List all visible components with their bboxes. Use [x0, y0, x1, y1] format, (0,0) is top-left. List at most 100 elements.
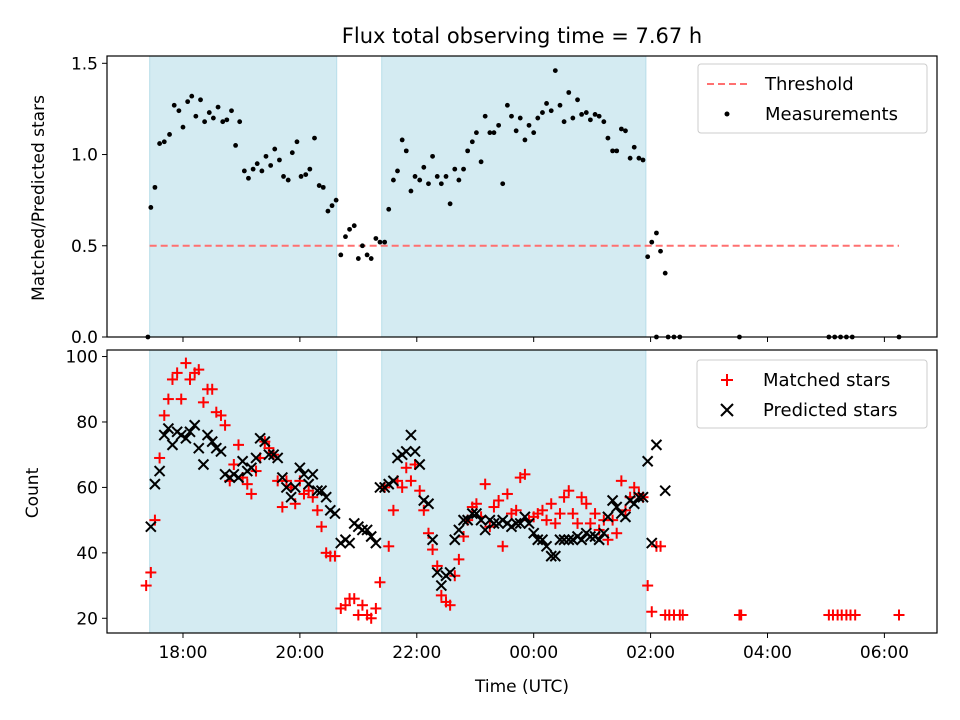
predicted-star-marker: [356, 524, 369, 536]
predicted-star-marker: [370, 537, 382, 549]
measurement-point: [263, 153, 269, 159]
measurement-point: [338, 252, 344, 258]
measurement-point: [215, 104, 221, 110]
predicted-star-marker: [361, 524, 373, 536]
matched-star-marker: [348, 593, 360, 605]
predicted-star-marker: [414, 458, 426, 471]
x-axis-label: Time (UTC): [474, 677, 569, 697]
predicted-star-marker: [479, 524, 491, 536]
predicted-star-marker: [449, 534, 461, 546]
measurement-point: [202, 119, 208, 125]
predicted-star-marker: [188, 419, 201, 431]
predicted-star-marker: [475, 514, 487, 526]
predicted-star-marker: [606, 494, 619, 507]
predicted-star-marker: [149, 478, 161, 490]
predicted-star-marker: [315, 484, 328, 497]
measurement-point: [610, 148, 615, 154]
matched-star-marker: [893, 609, 905, 621]
predicted-star-marker: [563, 534, 575, 546]
matched-star-marker: [615, 475, 627, 487]
measurement-point: [517, 115, 523, 121]
y-tick-label: 100: [66, 348, 98, 368]
measurement-point: [658, 248, 663, 254]
matched-star-marker: [501, 488, 513, 500]
measurement-point: [268, 163, 274, 168]
x-tick-label: 22:00: [392, 643, 441, 663]
measurement-point: [426, 181, 431, 187]
measurement-point: [443, 174, 449, 179]
measurement-point: [399, 137, 405, 143]
matched-star-marker: [497, 540, 509, 552]
measurement-point: [566, 90, 572, 95]
predicted-star-marker: [184, 426, 196, 438]
measurement-point: [447, 201, 453, 207]
matched-star-marker: [311, 504, 323, 516]
measurement-point: [233, 143, 238, 148]
matched-star-marker: [567, 508, 579, 520]
measurement-point: [596, 113, 602, 119]
bottom-legend-box: [696, 359, 928, 429]
matched-star-marker: [405, 475, 417, 487]
y-tick-label: 40: [76, 544, 98, 564]
measurement-point: [307, 166, 313, 172]
measurement-point: [491, 130, 497, 136]
measurement-point: [157, 141, 163, 146]
predicted-star-marker: [514, 517, 526, 530]
matched-star-marker: [215, 409, 227, 421]
measurement-point: [224, 117, 230, 123]
predicted-star-marker: [650, 439, 663, 451]
measurement-point: [254, 161, 260, 167]
predicted-star-marker: [575, 534, 588, 546]
matched-star-marker: [479, 478, 491, 490]
measurement-point: [438, 181, 444, 187]
measurement-point: [540, 110, 545, 115]
predicted-star-marker: [343, 537, 356, 549]
predicted-star-marker: [232, 471, 245, 484]
matched-star-marker: [519, 468, 531, 480]
y-tick-label: 0.0: [71, 328, 98, 348]
measurement-point: [504, 102, 510, 108]
predicted-star-marker: [536, 534, 549, 546]
matched-star-marker: [628, 481, 640, 493]
measurement-point: [316, 183, 322, 188]
predicted-star-marker: [166, 439, 179, 451]
matched-star-marker: [453, 553, 465, 565]
measurement-point: [469, 139, 475, 145]
predicted-star-marker: [470, 507, 483, 520]
measurement-point: [229, 108, 234, 114]
predicted-star-marker: [431, 566, 443, 579]
ratio-panel: 0.0 0.5 1.0 1.5 Matched/Predicted stars Thr…: [29, 54, 938, 348]
measurement-point: [412, 174, 418, 179]
measurement-point: [386, 206, 392, 212]
measurement-point: [377, 239, 383, 245]
measurement-point: [478, 159, 484, 165]
x-tick-label: 00:00: [509, 643, 558, 663]
predicted-star-marker: [610, 501, 623, 513]
matched-star-marker: [488, 501, 500, 513]
predicted-star-marker: [201, 429, 214, 441]
measurement-point: [259, 168, 265, 174]
top-legend-box: [697, 63, 928, 134]
shaded-interval: [381, 349, 647, 634]
matched-star-marker: [400, 462, 412, 474]
matched-star-marker: [145, 566, 157, 578]
predicted-star-marker: [435, 579, 448, 592]
measurement-point: [408, 188, 414, 194]
measurement-point: [343, 234, 348, 240]
measurement-point: [522, 137, 528, 143]
measurement-point: [561, 119, 567, 125]
measurement-point: [570, 115, 576, 121]
y-tick-label: 80: [76, 413, 98, 433]
predicted-star-marker: [633, 491, 645, 503]
predicted-star-marker: [329, 507, 341, 520]
measurement-point: [601, 119, 607, 125]
measurement-point: [434, 174, 440, 179]
shaded-interval: [149, 55, 338, 338]
measurement-point: [277, 157, 282, 163]
matched-star-marker: [184, 373, 196, 385]
measurement-point: [583, 110, 589, 115]
predicted-star-marker: [461, 514, 474, 526]
matched-star-marker: [444, 599, 456, 611]
predicted-star-marker: [422, 498, 435, 510]
matched-star-marker: [563, 485, 575, 497]
